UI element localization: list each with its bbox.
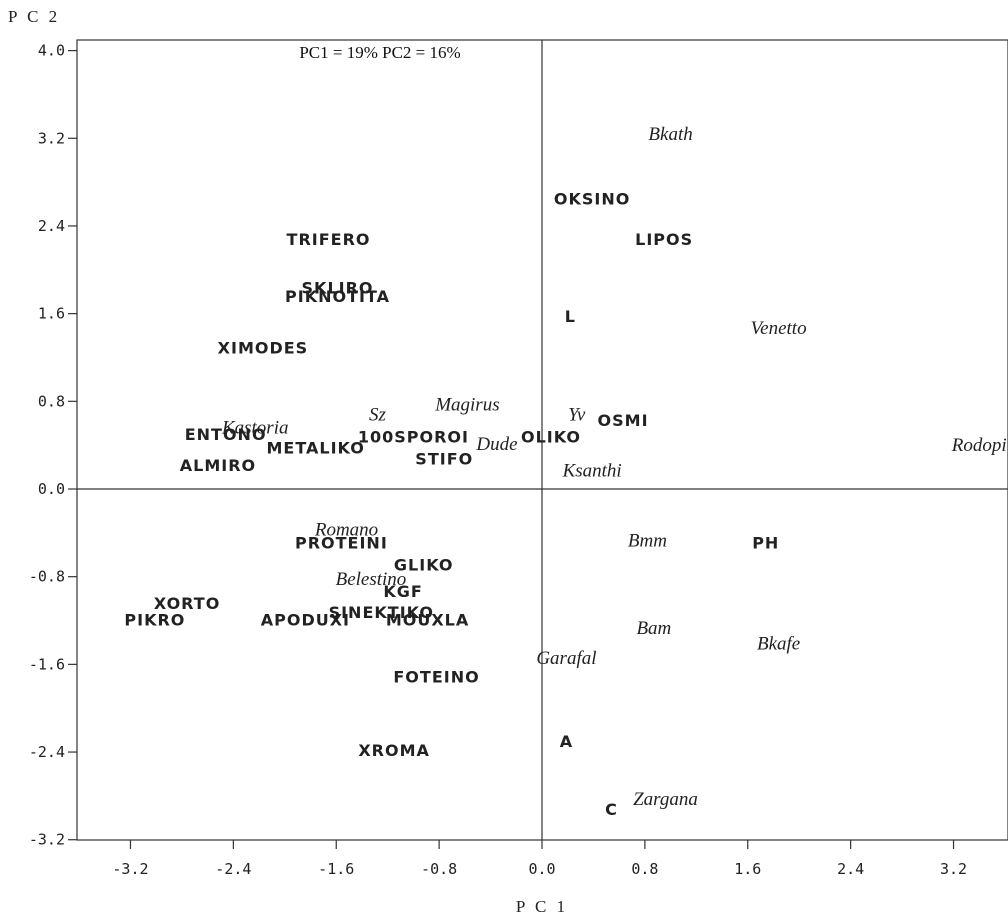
point-label: ALMIRO: [180, 456, 256, 475]
x-tick-label: 0.0: [528, 860, 555, 878]
point-label: GLIKO: [394, 556, 454, 575]
y-tick-label: 3.2: [38, 129, 65, 147]
point-label: PIKNOTITA: [285, 287, 390, 306]
y-tick-label: 4.0: [38, 42, 65, 60]
point-label: STIFO: [415, 449, 473, 468]
point-label: Yv: [568, 404, 586, 425]
variance-annotation: PC1 = 19% PC2 = 16%: [299, 43, 460, 62]
point-label: FOTEINO: [393, 667, 479, 686]
point-label: MOUXLA: [386, 610, 469, 629]
point-label: XROMA: [358, 741, 430, 760]
point-label: APODUXI: [261, 610, 350, 629]
point-label: C: [605, 800, 618, 819]
point-label: OKSINO: [554, 190, 630, 209]
point-label: ENTONO: [185, 425, 267, 444]
point-label: Sz: [369, 404, 387, 425]
y-tick-label: 0.0: [38, 480, 65, 498]
point-label: Garafal: [536, 648, 596, 669]
y-axis-title: P C 2: [8, 7, 60, 26]
x-tick-label: -0.8: [421, 860, 457, 878]
point-label: SKLIRO: [302, 278, 374, 297]
point-label: KGF: [383, 582, 422, 601]
point-label: TRIFERO: [287, 230, 371, 249]
point-label: Kastoria: [221, 418, 289, 439]
x-tick-label: 3.2: [940, 860, 967, 878]
x-tick-label: 1.6: [734, 860, 761, 878]
point-label: PROTEINI: [295, 534, 388, 553]
y-tick-label: -2.4: [29, 743, 65, 761]
x-tick-label: 2.4: [837, 860, 864, 878]
point-label: Venetto: [751, 318, 807, 339]
y-tick-label: -1.6: [29, 655, 65, 673]
point-label: OSMI: [598, 411, 649, 430]
point-label: Bkath: [648, 124, 692, 145]
y-tick-label: 1.6: [38, 305, 65, 323]
point-label: Ksanthi: [562, 460, 622, 481]
point-label: A: [560, 732, 573, 751]
point-label: Romano: [314, 520, 378, 541]
point-label: PH: [752, 534, 779, 553]
point-label: 100SPOROI: [358, 427, 469, 446]
point-label: Zargana: [633, 789, 698, 810]
y-tick-label: -0.8: [29, 568, 65, 586]
point-label: SINEKTIKO: [329, 603, 434, 622]
point-label: Bkafe: [757, 634, 800, 655]
x-tick-label: 0.8: [631, 860, 658, 878]
x-axis-title: P C 1: [516, 897, 568, 916]
x-tick-label: -1.6: [318, 860, 354, 878]
point-label: OLIKO: [521, 427, 581, 446]
point-label: Dude: [475, 434, 517, 455]
y-tick-label: 2.4: [38, 217, 65, 235]
x-tick-label: -2.4: [215, 860, 251, 878]
point-label: L: [565, 307, 576, 326]
point-label: METALIKO: [266, 438, 364, 457]
point-label: Bmm: [628, 531, 667, 552]
axis-ticks: 4.0 3.2 2.4 1.6 0.8 0.0 -0.8 -1.6 -2.4 -3.2 -3.2 -2…: [29, 42, 967, 878]
point-label: PIKRO: [124, 610, 185, 629]
y-tick-label: -3.2: [29, 831, 65, 849]
point-label: Magirus: [434, 395, 499, 416]
point-label: XORTO: [154, 594, 220, 613]
point-label: LIPOS: [635, 230, 693, 249]
point-label: Rodopi: [951, 435, 1007, 456]
point-label: Belestino: [336, 569, 407, 590]
point-label: Bam: [636, 618, 671, 639]
x-tick-label: -3.2: [112, 860, 148, 878]
point-label: XIMODES: [218, 339, 309, 358]
y-tick-label: 0.8: [38, 392, 65, 410]
